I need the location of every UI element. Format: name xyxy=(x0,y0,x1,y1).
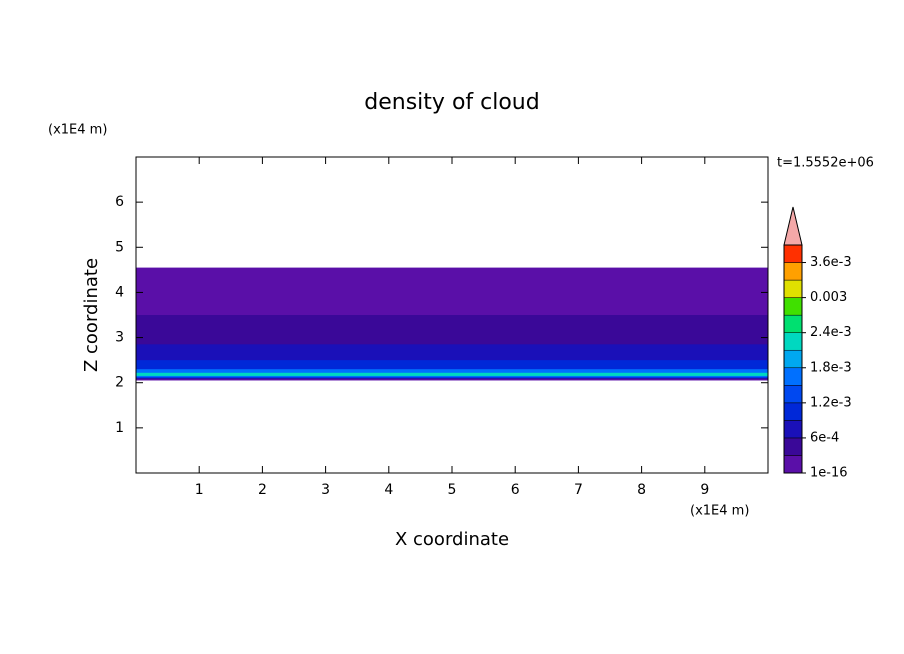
colorbar-segment xyxy=(783,314,803,333)
colorbar-tick-label: 0.003 xyxy=(810,290,847,305)
contour-band xyxy=(136,372,768,376)
y-tick-label: 4 xyxy=(115,284,124,300)
colorbar-tick-label: 6e-4 xyxy=(810,430,839,445)
colorbar-tick-label: 3.6e-3 xyxy=(810,255,852,270)
y-axis-label: Z coordinate xyxy=(81,258,102,372)
colorbar-segment xyxy=(783,332,803,351)
y-tick-label: 6 xyxy=(115,194,124,210)
x-unit: (x1E4 m) xyxy=(690,504,749,519)
colorbar-segment xyxy=(783,455,803,474)
colorbar-tick-label: 1.8e-3 xyxy=(810,360,852,375)
colorbar-segment xyxy=(783,244,803,263)
x-axis-label: X coordinate xyxy=(395,529,509,550)
x-tick-label: 6 xyxy=(511,482,520,498)
colorbar-segment xyxy=(783,385,803,404)
x-tick-label: 2 xyxy=(258,482,267,498)
x-tick-label: 8 xyxy=(637,482,646,498)
colorbar-segment xyxy=(783,279,803,298)
x-tick-label: 5 xyxy=(448,482,457,498)
colorbar-segment xyxy=(783,297,803,316)
colorbar-tick-label: 1.2e-3 xyxy=(810,395,852,410)
y-tick-label: 2 xyxy=(115,375,124,391)
y-unit: (x1E4 m) xyxy=(48,123,107,138)
annotation: t=1.5552e+06 xyxy=(777,156,874,171)
y-tick-label: 1 xyxy=(115,420,124,436)
colorbar-segment xyxy=(783,262,803,281)
x-tick-label: 9 xyxy=(700,482,709,498)
colorbar-segment xyxy=(783,349,803,369)
y-tick-label: 5 xyxy=(115,239,124,255)
colorbar-tick-label: 1e-16 xyxy=(810,466,848,481)
colorbar-segment xyxy=(783,420,803,439)
colorbar-tick-label: 2.4e-3 xyxy=(810,325,852,340)
x-tick-label: 3 xyxy=(321,482,330,498)
colorbar-frame xyxy=(783,244,803,474)
x-tick-label: 4 xyxy=(384,482,393,498)
colorbar-segment xyxy=(783,367,803,386)
colorbar-segment xyxy=(783,402,803,421)
y-tick-label: 3 xyxy=(115,330,124,346)
colorbar-segment xyxy=(783,437,803,456)
chart-title: density of cloud xyxy=(364,90,539,115)
x-tick-label: 1 xyxy=(195,482,204,498)
colorbar-over xyxy=(783,206,803,246)
x-tick-label: 7 xyxy=(574,482,583,498)
